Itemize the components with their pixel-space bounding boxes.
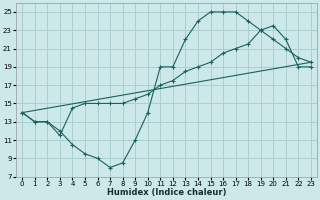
X-axis label: Humidex (Indice chaleur): Humidex (Indice chaleur) bbox=[107, 188, 226, 197]
